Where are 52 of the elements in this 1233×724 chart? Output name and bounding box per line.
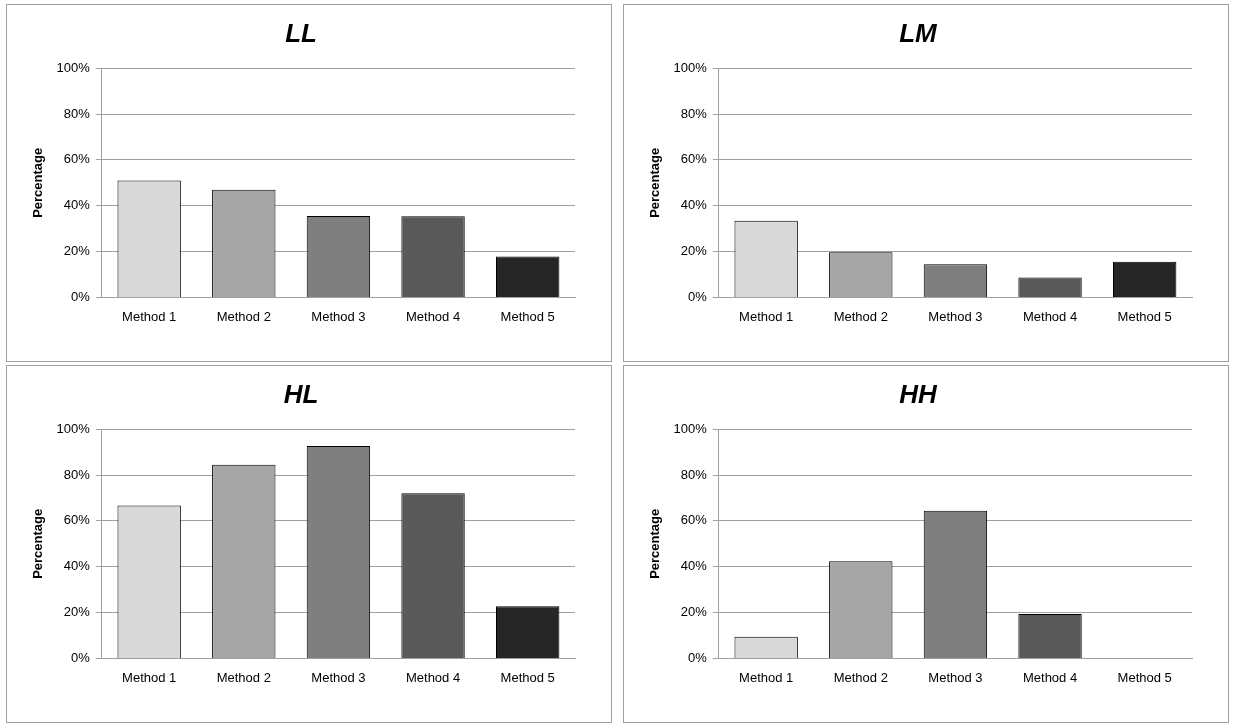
x-tick-label: Method 1 (122, 669, 177, 685)
y-tick-label: 40% (63, 558, 91, 574)
x-tick-label: Method 4 (1022, 669, 1078, 685)
x-tick-label: Method 1 (739, 308, 794, 324)
y-tick-label: 60% (680, 151, 708, 167)
y-tick-label: 20% (63, 604, 91, 620)
x-tick-label: Method 3 (928, 669, 983, 685)
y-tick-label: 0% (688, 288, 708, 304)
y-tick-label: 100% (673, 59, 708, 75)
y-tick-label: 20% (63, 243, 91, 259)
x-tick-label: Method 2 (216, 308, 271, 324)
y-axis-title: Percentage (647, 508, 663, 579)
x-tick-label: Method 4 (405, 308, 461, 324)
x-tick-label: Method 5 (500, 308, 555, 324)
chart-title: HH (899, 378, 938, 409)
y-tick-label: 20% (680, 243, 708, 259)
x-tick-label: Method 5 (1117, 308, 1172, 324)
y-tick-label: 100% (56, 420, 91, 436)
y-axis-title: Percentage (647, 147, 663, 218)
y-tick-label: 60% (63, 512, 91, 528)
y-tick-label: 40% (63, 197, 91, 213)
x-tick-label: Method 1 (739, 669, 794, 685)
x-tick-label: Method 4 (1022, 308, 1078, 324)
x-tick-label: Method 2 (833, 669, 888, 685)
y-axis-title: Percentage (30, 508, 46, 579)
y-tick-label: 20% (680, 604, 708, 620)
x-tick-label: Method 5 (500, 669, 555, 685)
y-tick-label: 60% (63, 151, 91, 167)
y-tick-label: 100% (673, 420, 708, 436)
y-tick-label: 100% (56, 59, 91, 75)
y-tick-label: 60% (680, 512, 708, 528)
x-tick-label: Method 3 (311, 308, 366, 324)
y-tick-label: 0% (688, 649, 708, 665)
y-tick-label: 80% (63, 105, 91, 121)
chart-title: HL (283, 378, 319, 409)
y-tick-label: 80% (63, 466, 91, 482)
y-tick-label: 0% (71, 649, 91, 665)
chart-title: LM (899, 17, 939, 48)
x-tick-label: Method 5 (1117, 669, 1172, 685)
y-tick-label: 80% (680, 105, 708, 121)
x-tick-label: Method 3 (311, 669, 366, 685)
chart-title: LL (285, 17, 317, 48)
y-tick-label: 80% (680, 466, 708, 482)
x-tick-label: Method 2 (216, 669, 271, 685)
x-tick-label: Method 1 (122, 308, 177, 324)
y-tick-label: 40% (680, 197, 708, 213)
x-tick-label: Method 4 (405, 669, 461, 685)
y-axis-title: Percentage (30, 147, 46, 218)
y-tick-label: 40% (680, 558, 708, 574)
x-tick-label: Method 2 (833, 308, 888, 324)
x-tick-label: Method 3 (928, 308, 983, 324)
y-tick-label: 0% (71, 288, 91, 304)
